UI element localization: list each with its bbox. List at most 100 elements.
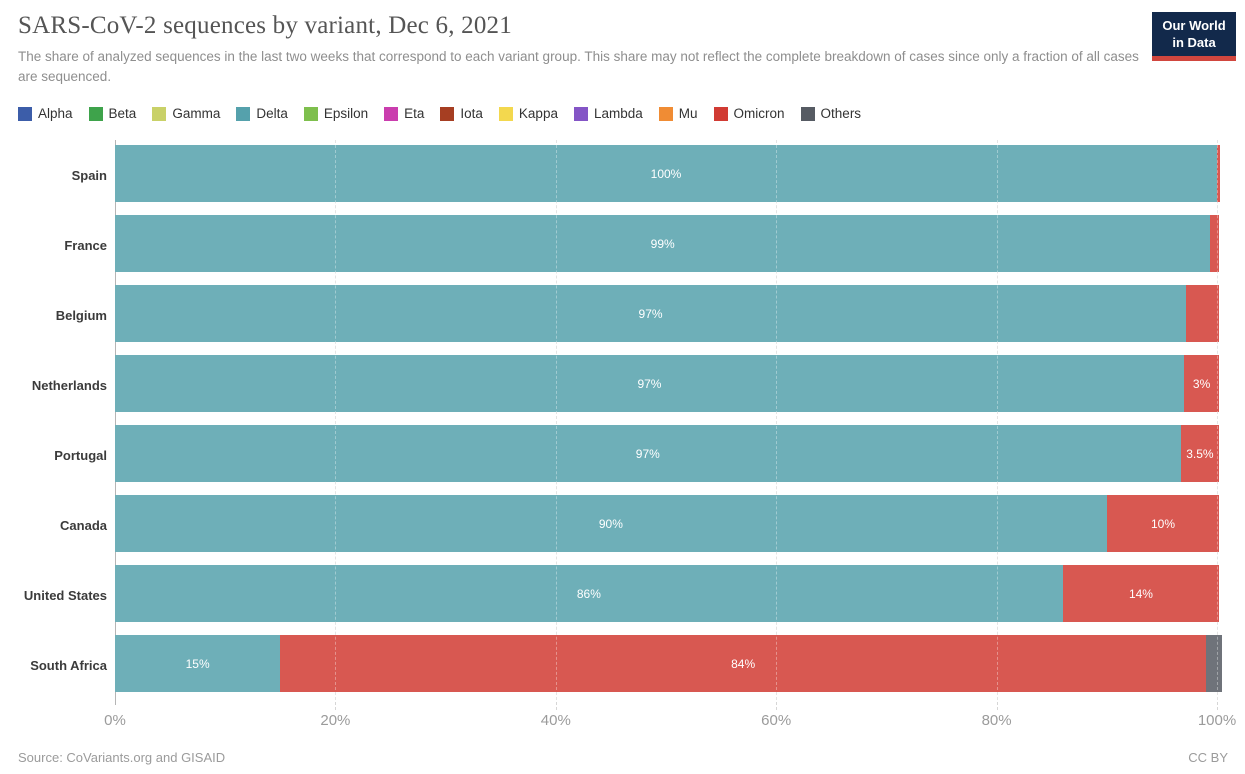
bar-segment-omicron[interactable] [1210, 215, 1220, 272]
legend-label: Lambda [593, 106, 643, 121]
bar-row-canada: Canada 90% 10% [0, 490, 1220, 560]
bar-row-belgium: Belgium 97% [0, 280, 1220, 350]
owid-logo[interactable]: Our World in Data [1152, 12, 1236, 62]
segment-value-label: 15% [185, 656, 210, 671]
legend-label: Epsilon [323, 106, 369, 121]
bar-row-france: France 99% [0, 210, 1220, 280]
segment-value-label: 10% [1150, 516, 1175, 531]
bar-track: 86% 14% [115, 565, 1220, 622]
segment-value-label: 90% [598, 516, 623, 531]
legend-swatch-alpha [18, 106, 32, 121]
chart-subtitle: The share of analyzed sequences in the l… [18, 49, 1139, 85]
legend-item-eta[interactable]: Eta [384, 106, 424, 121]
legend-item-gamma[interactable]: Gamma [152, 106, 220, 121]
legend-swatch-iota [440, 106, 455, 121]
source-link[interactable]: Source: CoVariants.org and GISAID [18, 750, 226, 765]
bar-segment-delta[interactable]: 97% [115, 285, 1187, 342]
legend-label: Kappa [518, 106, 558, 121]
bar-segment-omicron[interactable]: 84% [280, 635, 1206, 692]
bar-row-netherlands: Netherlands 97% 3% [0, 350, 1220, 420]
legend-item-mu[interactable]: Mu [658, 106, 698, 121]
legend-item-omicron[interactable]: Omicron [713, 106, 785, 121]
bar-segment-delta[interactable]: 97% [115, 425, 1181, 482]
legend-swatch-lambda [573, 106, 588, 121]
variant-legend: Alpha Beta Gamma Delta Epsilon Eta Iota Kappa La… [18, 106, 861, 121]
page-title: SARS-CoV-2 sequences by variant, Dec 6, … [18, 12, 512, 39]
segment-value-label: 97% [637, 376, 662, 391]
segment-value-label: 97% [638, 306, 663, 321]
bar-segment-omicron[interactable]: 10% [1106, 495, 1220, 552]
stacked-bar-chart: Spain 100% France 99% Belgium 97% Netherlands 9… [0, 140, 1223, 700]
bar-track: 99% [115, 215, 1220, 272]
legend-swatch-epsilon [303, 106, 318, 121]
bar-segment-delta[interactable]: 86% [115, 565, 1063, 622]
legend-swatch-gamma [152, 106, 167, 121]
legend-item-others[interactable]: Others [800, 106, 862, 121]
license-link[interactable]: CC BY [1188, 750, 1228, 765]
bar-track: 97% 3.5% [115, 425, 1220, 482]
bar-segment-omicron[interactable]: 14% [1062, 565, 1220, 622]
country-label: Spain [71, 167, 107, 183]
bar-row-united-states: United States 86% 14% [0, 560, 1220, 630]
legend-label: Beta [108, 106, 137, 121]
bar-segment-delta[interactable]: 90% [115, 495, 1107, 552]
legend-item-epsilon[interactable]: Epsilon [303, 106, 369, 121]
x-tick-label: 80% [981, 712, 1012, 729]
segment-value-label: 97% [635, 446, 660, 461]
x-tick-label: 40% [540, 712, 571, 729]
legend-item-iota[interactable]: Iota [440, 106, 483, 121]
segment-value-label: 99% [650, 236, 675, 251]
owid-logo-line1: Our World [1162, 18, 1226, 33]
country-label: France [64, 237, 107, 253]
bar-segment-delta[interactable]: 15% [115, 635, 281, 692]
legend-swatch-others [800, 106, 815, 121]
x-tick-label: 0% [104, 712, 126, 729]
legend-label: Alpha [38, 106, 73, 121]
segment-value-label: 14% [1128, 586, 1153, 601]
country-label: United States [23, 587, 107, 603]
legend-item-alpha[interactable]: Alpha [18, 106, 73, 121]
segment-value-label: 100% [650, 166, 682, 181]
legend-label: Iota [460, 106, 483, 121]
legend-swatch-mu [658, 106, 673, 121]
bar-segment-omicron[interactable]: 3% [1183, 355, 1220, 412]
legend-item-kappa[interactable]: Kappa [498, 106, 558, 121]
country-label: Portugal [54, 447, 107, 463]
legend-swatch-omicron [713, 106, 728, 121]
bar-segment-others[interactable] [1205, 635, 1223, 692]
legend-label: Eta [404, 106, 425, 121]
country-label: South Africa [30, 657, 107, 673]
bar-segment-delta[interactable]: 99% [115, 215, 1211, 272]
legend-label: Gamma [172, 106, 221, 121]
legend-item-lambda[interactable]: Lambda [573, 106, 643, 121]
bar-segment-omicron[interactable]: 3.5% [1180, 425, 1220, 482]
bar-track: 97% [115, 285, 1220, 342]
x-tick-label: 60% [761, 712, 792, 729]
segment-value-label: 86% [576, 586, 601, 601]
legend-swatch-kappa [498, 106, 513, 121]
country-label: Belgium [55, 307, 107, 323]
bar-track: 97% 3% [115, 355, 1220, 412]
bar-track: 15% 84% [115, 635, 1223, 692]
legend-swatch-eta [384, 106, 399, 121]
bar-track: 100% [115, 145, 1220, 202]
chart-footer: Source: CoVariants.org and GISAID CC BY [18, 750, 1228, 765]
country-label: Canada [60, 517, 107, 533]
segment-value-label: 3.5% [1186, 446, 1214, 461]
bar-track: 90% 10% [115, 495, 1220, 552]
bar-segment-omicron[interactable] [1186, 285, 1220, 342]
bar-segment-delta[interactable]: 97% [115, 355, 1184, 412]
segment-value-label: 3% [1192, 376, 1211, 391]
legend-label: Others [820, 106, 862, 121]
legend-item-beta[interactable]: Beta [88, 106, 137, 121]
bar-segment-omicron[interactable] [1217, 145, 1220, 202]
legend-swatch-delta [236, 106, 251, 121]
bar-row-portugal: Portugal 97% 3.5% [0, 420, 1220, 490]
country-label: Netherlands [31, 377, 107, 393]
legend-item-delta[interactable]: Delta [236, 106, 288, 121]
bar-segment-delta[interactable]: 100% [115, 145, 1217, 202]
legend-label: Omicron [733, 106, 785, 121]
x-tick-label: 20% [320, 712, 351, 729]
owid-logo-line2: in Data [1172, 34, 1216, 50]
